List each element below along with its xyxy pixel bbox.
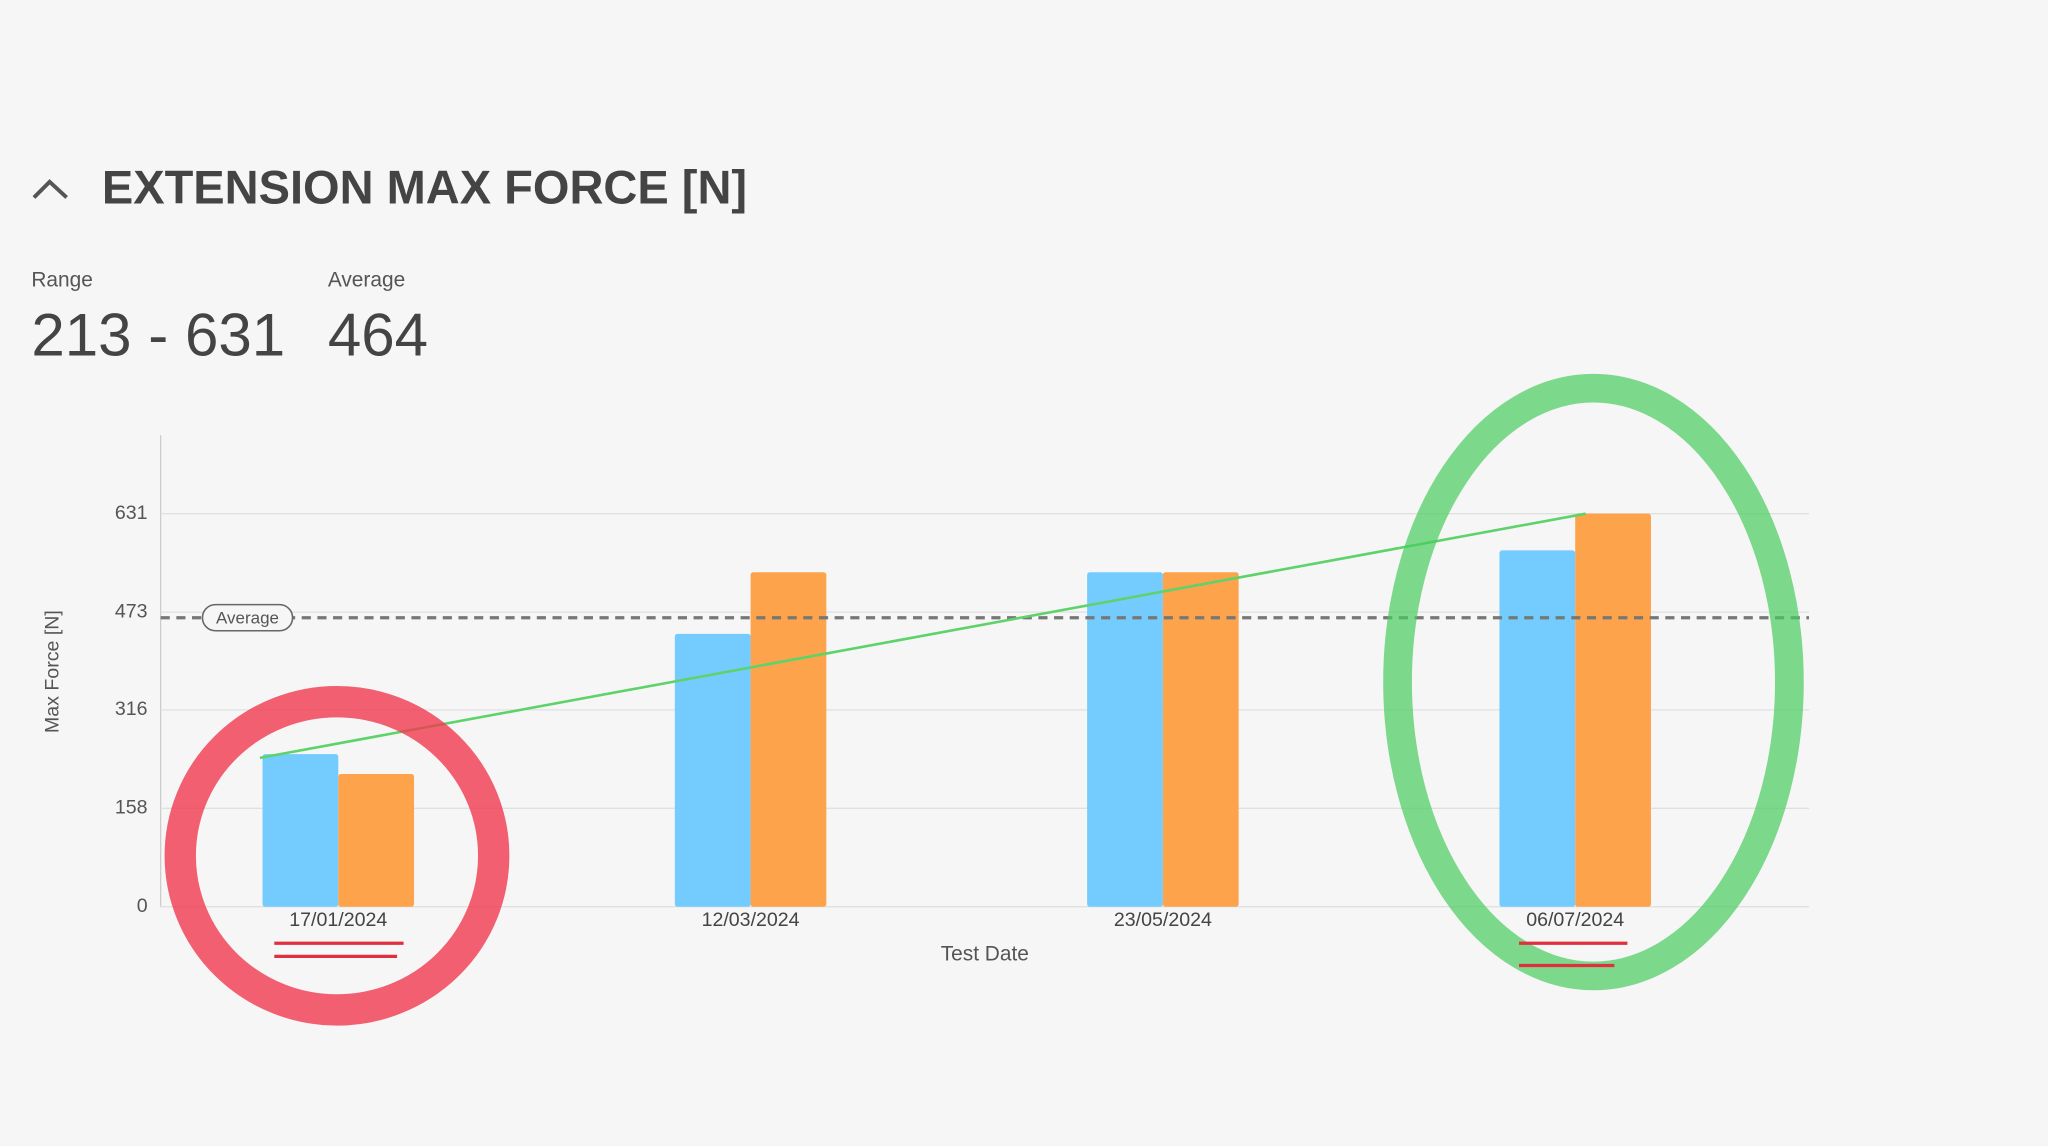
y-tick-label: 473 [115,600,148,622]
range-label: Range [31,269,93,292]
red-circle-annotation [164,685,510,1026]
bar [1162,572,1239,907]
annotations [164,373,1804,1026]
average-label: Average [328,269,405,292]
bar [338,774,415,907]
trend-line [259,512,1586,760]
chart-area: 0 158 316 473 631 17/01/2024 12/03/2024 23/05/2… [115,502,1809,931]
range-value: 213 - 631 [31,302,285,369]
y-tick-label: 0 [137,895,148,917]
y-tick-label: 631 [115,502,148,524]
y-axis-title: Max Force [N] [42,610,64,733]
average-badge-label: Average [216,608,279,627]
x-tick-label: 23/05/2024 [1114,909,1212,931]
average-value: 464 [328,302,428,369]
bar [1575,513,1651,907]
average-badge [201,603,294,632]
bar [262,754,339,907]
x-tick-label: 06/07/2024 [1526,909,1624,931]
y-tick-label: 158 [115,796,148,818]
section-title: EXTENSION MAX FORCE [N] [102,160,747,213]
y-tick-label: 316 [115,698,148,720]
bar [750,572,827,907]
x-axis-title: Test Date [941,943,1029,966]
x-tick-label: 17/01/2024 [289,909,387,931]
bar [1499,550,1576,907]
collapse-chevron[interactable] [32,179,68,199]
x-tick-label: 12/03/2024 [702,909,800,931]
bar [1087,572,1163,907]
bar [674,633,751,907]
green-circle-annotation [1383,373,1804,991]
